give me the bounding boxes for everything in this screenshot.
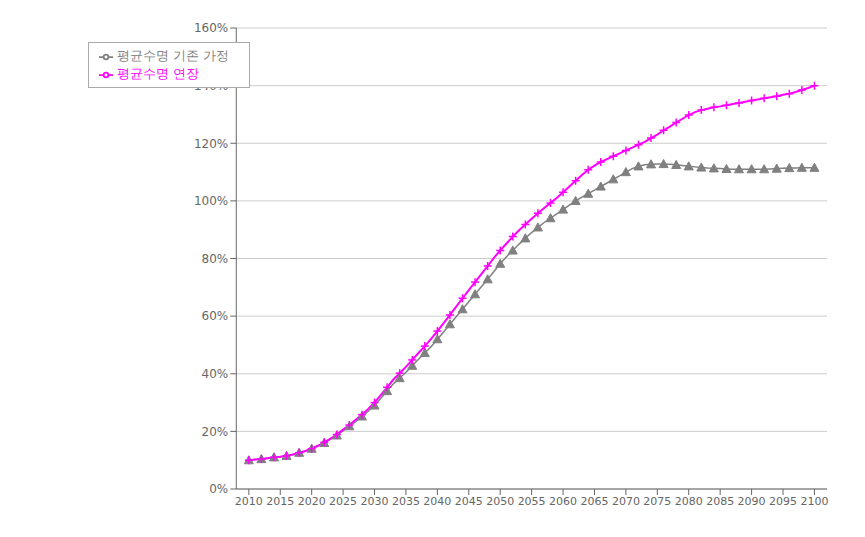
svg-text:2010: 2010 (235, 495, 263, 508)
html-text:평균수명 연장: 평균수명 연장 (117, 66, 200, 81)
svg-text:80%: 80% (202, 252, 229, 266)
svg-text:140%: 140% (194, 79, 228, 93)
svg-text:2075: 2075 (643, 495, 671, 508)
svg-text:2055: 2055 (518, 495, 546, 508)
svg-text:2045: 2045 (455, 495, 483, 508)
svg-text:120%: 120% (194, 137, 228, 151)
svg-text:2090: 2090 (738, 495, 766, 508)
svg-text:40%: 40% (202, 367, 229, 381)
svg-text:2085: 2085 (706, 495, 734, 508)
svg-text:2095: 2095 (769, 495, 797, 508)
svg-text:2065: 2065 (580, 495, 608, 508)
svg-text:2025: 2025 (329, 495, 357, 508)
svg-text:0%: 0% (209, 482, 228, 496)
svg-text:20%: 20% (202, 425, 229, 439)
svg-text:160%: 160% (194, 21, 228, 35)
svg-text:2080: 2080 (675, 495, 703, 508)
html-text:평균수명 기존 가정: 평균수명 기존 가정 (117, 48, 230, 63)
svg-text:2050: 2050 (486, 495, 514, 508)
svg-text:2035: 2035 (392, 495, 420, 508)
svg-text:2020: 2020 (298, 495, 326, 508)
svg-text:2040: 2040 (423, 495, 451, 508)
svg-text:100%: 100% (194, 194, 228, 208)
svg-text:2060: 2060 (549, 495, 577, 508)
svg-text:2100: 2100 (800, 495, 828, 508)
svg-text:2070: 2070 (612, 495, 640, 508)
svg-text:2030: 2030 (361, 495, 389, 508)
svg-text:2015: 2015 (266, 495, 294, 508)
svg-text:60%: 60% (202, 309, 229, 323)
